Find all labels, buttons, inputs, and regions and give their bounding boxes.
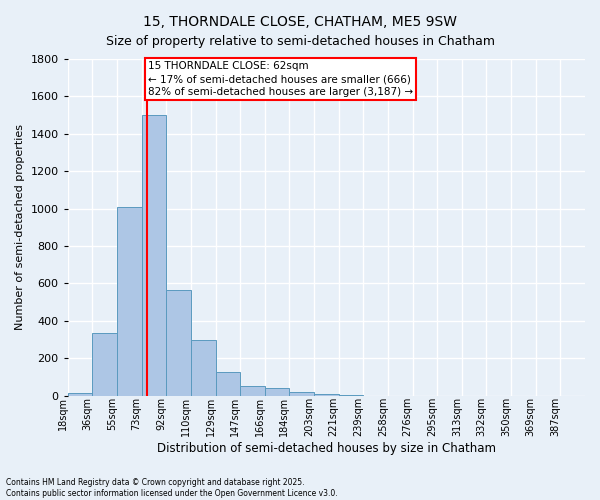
Text: 15, THORNDALE CLOSE, CHATHAM, ME5 9SW: 15, THORNDALE CLOSE, CHATHAM, ME5 9SW — [143, 15, 457, 29]
Bar — [215, 372, 240, 396]
Bar — [338, 394, 364, 396]
Text: Contains HM Land Registry data © Crown copyright and database right 2025.
Contai: Contains HM Land Registry data © Crown c… — [6, 478, 338, 498]
Bar — [191, 340, 215, 396]
Bar — [166, 290, 191, 396]
Text: 15 THORNDALE CLOSE: 62sqm
← 17% of semi-detached houses are smaller (666)
82% of: 15 THORNDALE CLOSE: 62sqm ← 17% of semi-… — [148, 61, 413, 98]
Bar — [68, 393, 92, 396]
Text: Size of property relative to semi-detached houses in Chatham: Size of property relative to semi-detach… — [106, 35, 494, 48]
Bar — [314, 394, 338, 396]
X-axis label: Distribution of semi-detached houses by size in Chatham: Distribution of semi-detached houses by … — [157, 442, 496, 455]
Bar — [142, 115, 166, 396]
Bar — [265, 388, 289, 396]
Bar — [92, 333, 117, 396]
Y-axis label: Number of semi-detached properties: Number of semi-detached properties — [15, 124, 25, 330]
Bar — [240, 386, 265, 396]
Bar — [289, 392, 314, 396]
Bar — [117, 207, 142, 396]
